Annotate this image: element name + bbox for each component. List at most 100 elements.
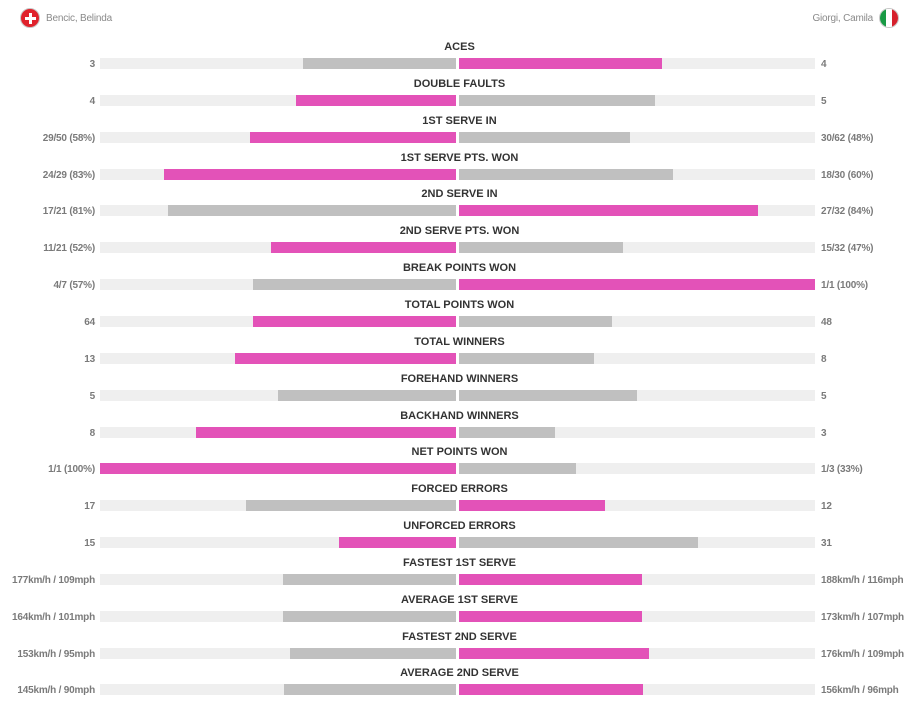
stat-label: FASTEST 2ND SERVE xyxy=(402,630,517,643)
stat-left-bar xyxy=(290,647,456,659)
stat-left-value: 17 xyxy=(84,501,95,513)
player-right: Giorgi, Camila xyxy=(812,7,899,29)
stat-left-bar xyxy=(296,94,456,106)
stat-left-track xyxy=(100,426,456,438)
stat-right-bar xyxy=(459,684,643,696)
stat-left-bar xyxy=(164,168,456,180)
stat-left-bar xyxy=(284,684,456,696)
stat-label: BREAK POINTS WON xyxy=(402,262,517,275)
stat-left-bar xyxy=(283,610,456,622)
stat-label: 2ND SERVE PTS. WON xyxy=(399,225,520,238)
stat-right-bar xyxy=(459,58,662,69)
player-right-name: Giorgi, Camila xyxy=(812,12,873,24)
stat-left-value: 3 xyxy=(89,59,96,70)
stat-right-track xyxy=(459,94,815,106)
stat-right-value: 4 xyxy=(821,59,827,70)
stat-label: UNFORCED ERRORS xyxy=(403,520,516,533)
stat-left-track xyxy=(100,537,456,549)
stat-left-value: 15 xyxy=(84,538,95,550)
stat-right-value: 18/30 (60%) xyxy=(821,169,874,181)
stat-label: BACKHAND WINNERS xyxy=(400,409,519,422)
stat-right-track xyxy=(459,352,815,364)
stat-right-value: 30/62 (48%) xyxy=(821,132,874,144)
stat-label: ACES xyxy=(444,41,475,53)
stat-left-bar xyxy=(253,315,456,327)
stat-label: FASTEST 1ST SERVE xyxy=(403,556,516,569)
stat-row: TOTAL POINTS WON 64 48 xyxy=(0,298,919,335)
stat-left-track xyxy=(100,352,456,364)
stat-right-track xyxy=(459,463,815,475)
stat-left-track xyxy=(100,610,456,622)
stat-row: UNFORCED ERRORS 15 31 xyxy=(0,519,919,556)
stat-right-value: 12 xyxy=(821,501,832,513)
stat-right-value: 176km/h / 109mph xyxy=(821,648,904,660)
stat-right-value: 48 xyxy=(821,316,832,328)
stat-right-value: 27/32 (84%) xyxy=(821,206,874,218)
stat-row: AVERAGE 2ND SERVE 145km/h / 90mph 156km/h … xyxy=(0,666,919,703)
stat-left-value: 164km/h / 101mph xyxy=(12,611,95,623)
stat-right-value: 1/1 (100%) xyxy=(821,280,868,292)
stat-row: 1ST SERVE PTS. WON 24/29 (83%) 18/30 (60%) xyxy=(0,151,919,188)
stat-label: 2ND SERVE IN xyxy=(421,188,498,201)
italy-flag-icon xyxy=(879,8,899,28)
stat-right-bar xyxy=(459,94,655,106)
stat-row: 1ST SERVE IN 29/50 (58%) 30/62 (48%) xyxy=(0,114,919,151)
stat-left-value: 5 xyxy=(89,390,96,402)
stat-row: TOTAL WINNERS 13 8 xyxy=(0,335,919,372)
stat-left-value: 4 xyxy=(89,95,96,107)
player-left: Bencic, Belinda xyxy=(20,7,112,29)
stat-left-track xyxy=(100,315,456,327)
stat-row: DOUBLE FAULTS 4 5 xyxy=(0,77,919,114)
stat-label: DOUBLE FAULTS xyxy=(413,77,506,90)
stat-right-bar xyxy=(459,352,594,364)
stat-left-value: 11/21 (52%) xyxy=(43,243,95,255)
stat-left-track xyxy=(100,684,456,696)
stat-left-bar xyxy=(235,352,456,364)
stat-left-bar xyxy=(303,58,456,69)
stat-right-bar xyxy=(459,647,649,659)
stat-row: ACES 3 4 xyxy=(0,40,919,77)
stat-right-track xyxy=(459,426,815,438)
stat-left-value: 177km/h / 109mph xyxy=(12,574,95,586)
stat-label: TOTAL WINNERS xyxy=(414,335,505,348)
stat-left-bar xyxy=(278,389,456,401)
stat-right-bar xyxy=(459,279,815,291)
stat-left-track xyxy=(100,647,456,659)
stat-right-track xyxy=(459,573,815,585)
stat-right-bar xyxy=(459,315,612,327)
stat-left-value: 153km/h / 95mph xyxy=(17,648,95,660)
stat-right-track xyxy=(459,168,815,180)
stat-left-bar xyxy=(253,279,456,291)
stat-left-track xyxy=(100,242,456,254)
stat-label: FOREHAND WINNERS xyxy=(400,372,519,385)
stat-left-track xyxy=(100,131,456,143)
stat-right-value: 1/3 (33%) xyxy=(821,464,863,476)
stat-left-bar xyxy=(196,426,456,438)
stat-left-bar xyxy=(271,242,456,254)
stat-label: FORCED ERRORS xyxy=(411,483,508,496)
stat-right-track xyxy=(459,205,815,217)
stat-right-bar xyxy=(459,573,642,585)
stat-right-value: 3 xyxy=(821,427,827,439)
stat-right-bar xyxy=(459,463,576,475)
stat-row: FORCED ERRORS 17 12 xyxy=(0,482,919,519)
stat-left-track xyxy=(100,573,456,585)
stat-row: NET POINTS WON 1/1 (100%) 1/3 (33%) xyxy=(0,445,919,482)
stat-row: 2ND SERVE IN 17/21 (81%) 27/32 (84%) xyxy=(0,187,919,224)
stat-right-value: 188km/h / 116mph xyxy=(821,574,904,586)
stat-row: FASTEST 2ND SERVE 153km/h / 95mph 176km/h … xyxy=(0,630,919,667)
stat-right-value: 156km/h / 96mph xyxy=(821,685,899,697)
stat-right-value: 8 xyxy=(821,353,827,365)
stat-left-track xyxy=(100,94,456,106)
stat-right-value: 173km/h / 107mph xyxy=(821,611,904,623)
stat-right-bar xyxy=(459,389,637,401)
stat-right-track xyxy=(459,610,815,622)
stat-left-bar xyxy=(168,205,456,217)
stat-right-track xyxy=(459,537,815,549)
stat-left-bar xyxy=(100,463,456,475)
stat-left-value: 8 xyxy=(89,427,96,439)
stat-right-track xyxy=(459,684,815,696)
stat-left-track xyxy=(100,58,456,69)
stat-right-track xyxy=(459,500,815,512)
